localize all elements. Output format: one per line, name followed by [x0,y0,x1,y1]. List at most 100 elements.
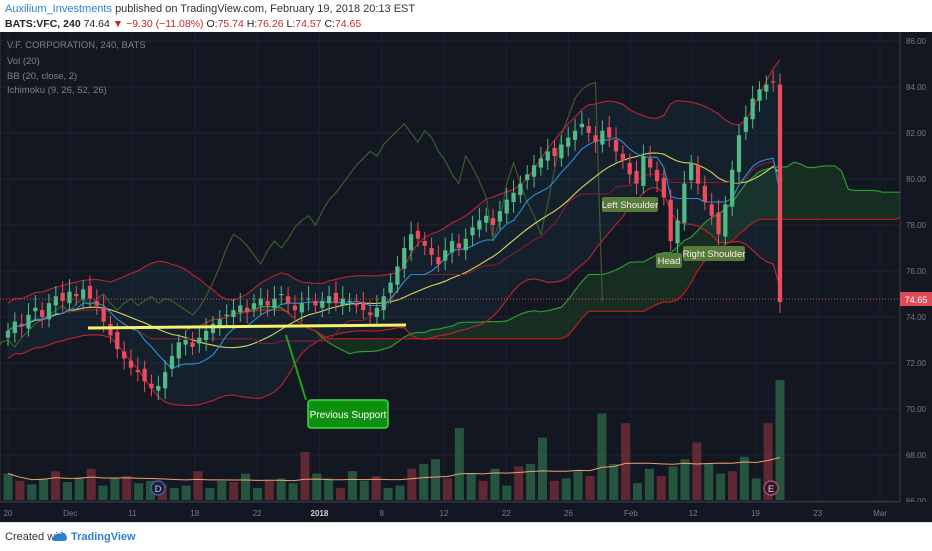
symbol-label: BATS:VFC, 240 [5,18,81,30]
volume-bar [537,437,547,500]
candle-body [176,342,181,359]
low-value: 74.57 [295,18,322,30]
close-value: 74.65 [334,18,362,30]
candle-body [326,296,332,304]
price-tick-label: 74.00 [906,313,927,322]
last-price-tag-label: 74.65 [905,295,928,305]
legend-bollinger: BB (20, close, 2) [7,71,77,82]
candle-body [53,296,58,306]
candle-body [422,241,427,246]
price-tick-label: 80.00 [906,175,927,184]
previous-support-callout: Previous Support [307,399,389,429]
candle-body [757,89,762,101]
volume-bar [419,464,429,500]
time-tick-label: 18 [190,509,199,518]
candle-body [518,183,523,196]
price-axis[interactable] [900,32,932,522]
candle-body [695,165,701,184]
volume-bar [644,468,654,500]
volume-bar [74,477,84,500]
candle-body [67,291,72,304]
candle-body [26,314,31,329]
candle-body [627,162,632,175]
time-tick-label: Dec [63,509,77,518]
candle-body [46,303,52,320]
volume-bar [347,471,357,500]
candle-body [33,307,38,312]
indicator-lines [0,59,932,406]
price-tick-label: 84.00 [906,83,927,92]
candle-body [19,323,24,327]
candle-body [566,137,571,147]
candle-body [374,307,380,317]
bb-basis-line [7,152,781,349]
volume-bar [490,468,500,500]
volume-bar [609,464,619,500]
price-axis-ticks: 86.00 84.00 82.00 80.00 78.00 76.00 74.00 72.00… [906,37,927,506]
time-tick-label: 26 [564,509,573,518]
candle-body [299,303,304,313]
candle-body [333,292,339,304]
candle-body [190,342,195,347]
candle-body [367,312,373,315]
candle-body [497,211,503,222]
volume-bar [478,480,488,500]
candle-body [470,227,475,236]
candle-body [142,368,147,382]
open-label: O: [206,18,218,30]
legend-volume: Vol (20) [7,56,40,67]
dividend-badge: D [155,484,162,495]
author-link[interactable]: Auxilium_Investments [5,3,112,15]
price-tick-label: 66.00 [906,497,927,506]
volume-bar [193,471,203,500]
candle-body [620,153,625,161]
candle-body [593,135,598,143]
time-axis[interactable] [0,502,932,522]
volume-bar [668,466,678,500]
tradingview-brand[interactable]: TradingView [71,531,136,543]
candle-body [511,192,516,202]
volume-bar [454,428,464,500]
volume-ma-line [7,457,781,482]
cloud-area [185,162,932,354]
close-label: C: [324,18,335,30]
down-arrow-icon: ▼ [112,18,124,30]
candle-body [210,323,216,334]
candle-body [115,331,120,350]
chart-header: Auxilium_Investments published on Tradin… [0,0,932,32]
support-line [87,323,407,330]
candle-body [163,372,168,389]
earnings-marker[interactable]: E [763,480,779,496]
candle-body [251,303,257,309]
candle-body [108,323,113,336]
time-tick-label: 19 [751,509,760,518]
volume-bar [383,488,393,500]
chikou-line [0,81,603,348]
volume-bar [407,468,417,500]
volume-bar [264,480,274,500]
time-tick-label: 12 [440,509,449,518]
candle-body [169,356,175,369]
candle-body [579,123,584,128]
time-axis-ticks: 20 Dec 11 18 22 2018 8 12 22 26 Feb 12 19 23 Mar [4,509,888,518]
price-chart[interactable]: Previous Support Left Shoulder Head Righ… [0,32,932,522]
candle-body [381,296,386,311]
volume-bar [169,488,179,500]
previous-support-label: Previous Support [310,410,387,421]
price-tick-label: 78.00 [906,221,927,230]
right-shoulder-label: Right Shoulder [683,249,746,260]
candle-body [122,351,127,359]
candle-body [552,147,557,156]
volume-bar [466,473,476,500]
price-tick-label: 72.00 [906,359,927,368]
volume-bar [300,452,310,500]
volume-bar [146,480,156,500]
head-label: Head [658,256,681,267]
volume-bar [15,480,25,500]
volume-bar [3,473,13,500]
dividend-marker[interactable]: D [150,480,166,496]
time-tick-label: 20 [4,509,13,518]
volume-bar [573,471,583,500]
candle-body [777,84,783,303]
volume-bar [775,380,785,500]
